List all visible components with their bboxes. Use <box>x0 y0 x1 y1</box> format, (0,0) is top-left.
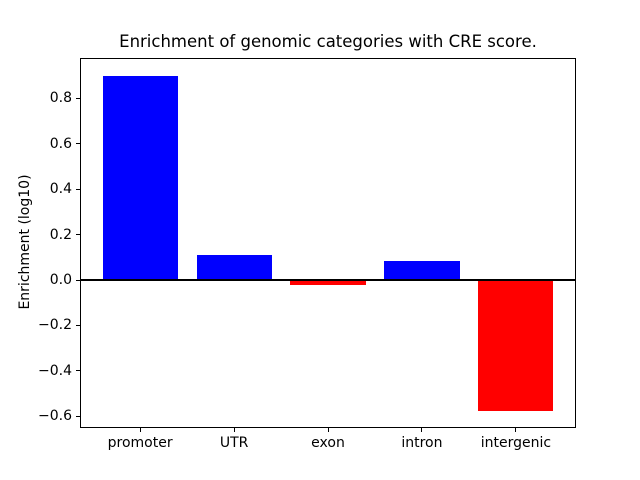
bar-UTR <box>196 255 272 280</box>
x-tick-mark <box>233 427 235 432</box>
y-tick-label: −0.4 <box>38 362 72 379</box>
bar-promoter <box>102 75 178 280</box>
x-tick-mark <box>421 427 423 432</box>
y-tick-mark <box>76 97 80 99</box>
x-tick-label-promoter: promoter <box>107 435 173 451</box>
y-tick-mark <box>76 234 80 236</box>
x-tick-label-intron: intron <box>401 435 443 451</box>
y-tick-label: 0.0 <box>49 272 72 288</box>
x-tick-label-intergenic: intergenic <box>480 435 552 451</box>
y-tick-label: 0.6 <box>49 135 72 152</box>
bar-intron <box>384 260 460 280</box>
bar-exon <box>290 280 366 285</box>
chart-title: Enrichment of genomic categories with CR… <box>119 32 537 51</box>
y-tick-mark <box>76 370 80 372</box>
y-tick-label: −0.6 <box>38 408 72 425</box>
y-tick-mark <box>76 188 80 190</box>
y-tick-mark <box>76 324 80 326</box>
x-tick-mark <box>139 427 141 432</box>
bar-intergenic <box>478 280 554 411</box>
y-tick-label: 0.2 <box>49 226 72 243</box>
y-tick-mark <box>76 143 80 145</box>
x-tick-label-UTR: UTR <box>219 435 249 451</box>
y-tick-label: −0.2 <box>38 317 72 334</box>
y-tick-label: 0.8 <box>49 90 72 107</box>
zero-line <box>80 278 576 282</box>
x-tick-label-exon: exon <box>311 435 345 451</box>
x-tick-mark <box>515 427 517 432</box>
y-tick-mark <box>76 279 80 281</box>
y-tick-mark <box>76 415 80 417</box>
y-tick-label: 0.4 <box>49 181 72 198</box>
x-tick-mark <box>327 427 329 432</box>
